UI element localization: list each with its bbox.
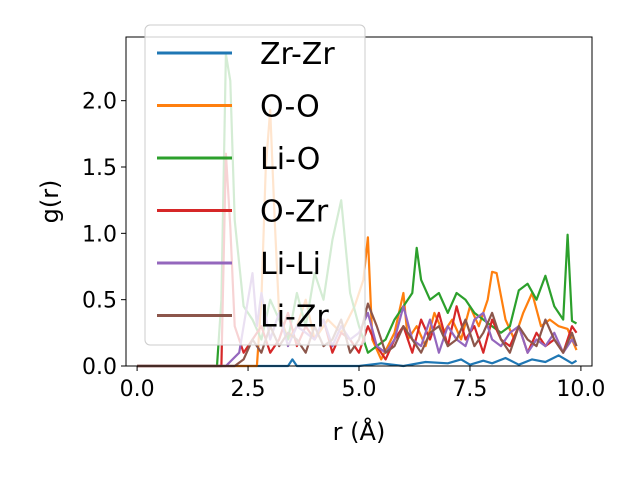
x-tick-label: 2.5 [231,377,266,402]
legend-label: O-Zr [260,195,329,230]
y-axis-title: g(r) [36,180,64,224]
y-tick-label: 1.0 [82,222,117,247]
series-line-zr-zr [137,354,578,368]
legend-label: Li-O [260,142,320,177]
x-tick-label: 5.0 [342,377,377,402]
x-tick-label: 0.0 [120,377,155,402]
legend-label: Zr-Zr [260,37,335,72]
y-ticks: 0.0 0.5 1.0 1.5 2.0 [82,90,126,380]
x-tick-label: 10.0 [556,377,605,402]
x-tick-label: 7.5 [452,377,487,402]
y-tick-label: 1.5 [82,156,117,181]
legend-label: Li-Li [260,247,321,282]
y-tick-label: 2.0 [82,90,117,115]
y-tick-label: 0.0 [82,355,117,380]
legend-label: O-O [260,90,320,125]
x-axis-title: r (Å) [333,417,386,446]
legend-label: Li-Zr [260,300,329,335]
y-tick-label: 0.5 [82,289,117,314]
x-ticks: 0.0 2.5 5.0 7.5 10.0 [120,366,605,402]
legend-box [144,24,366,346]
legend: Zr-Zr O-O Li-O O-Zr Li-Li Li-Zr [144,24,366,346]
